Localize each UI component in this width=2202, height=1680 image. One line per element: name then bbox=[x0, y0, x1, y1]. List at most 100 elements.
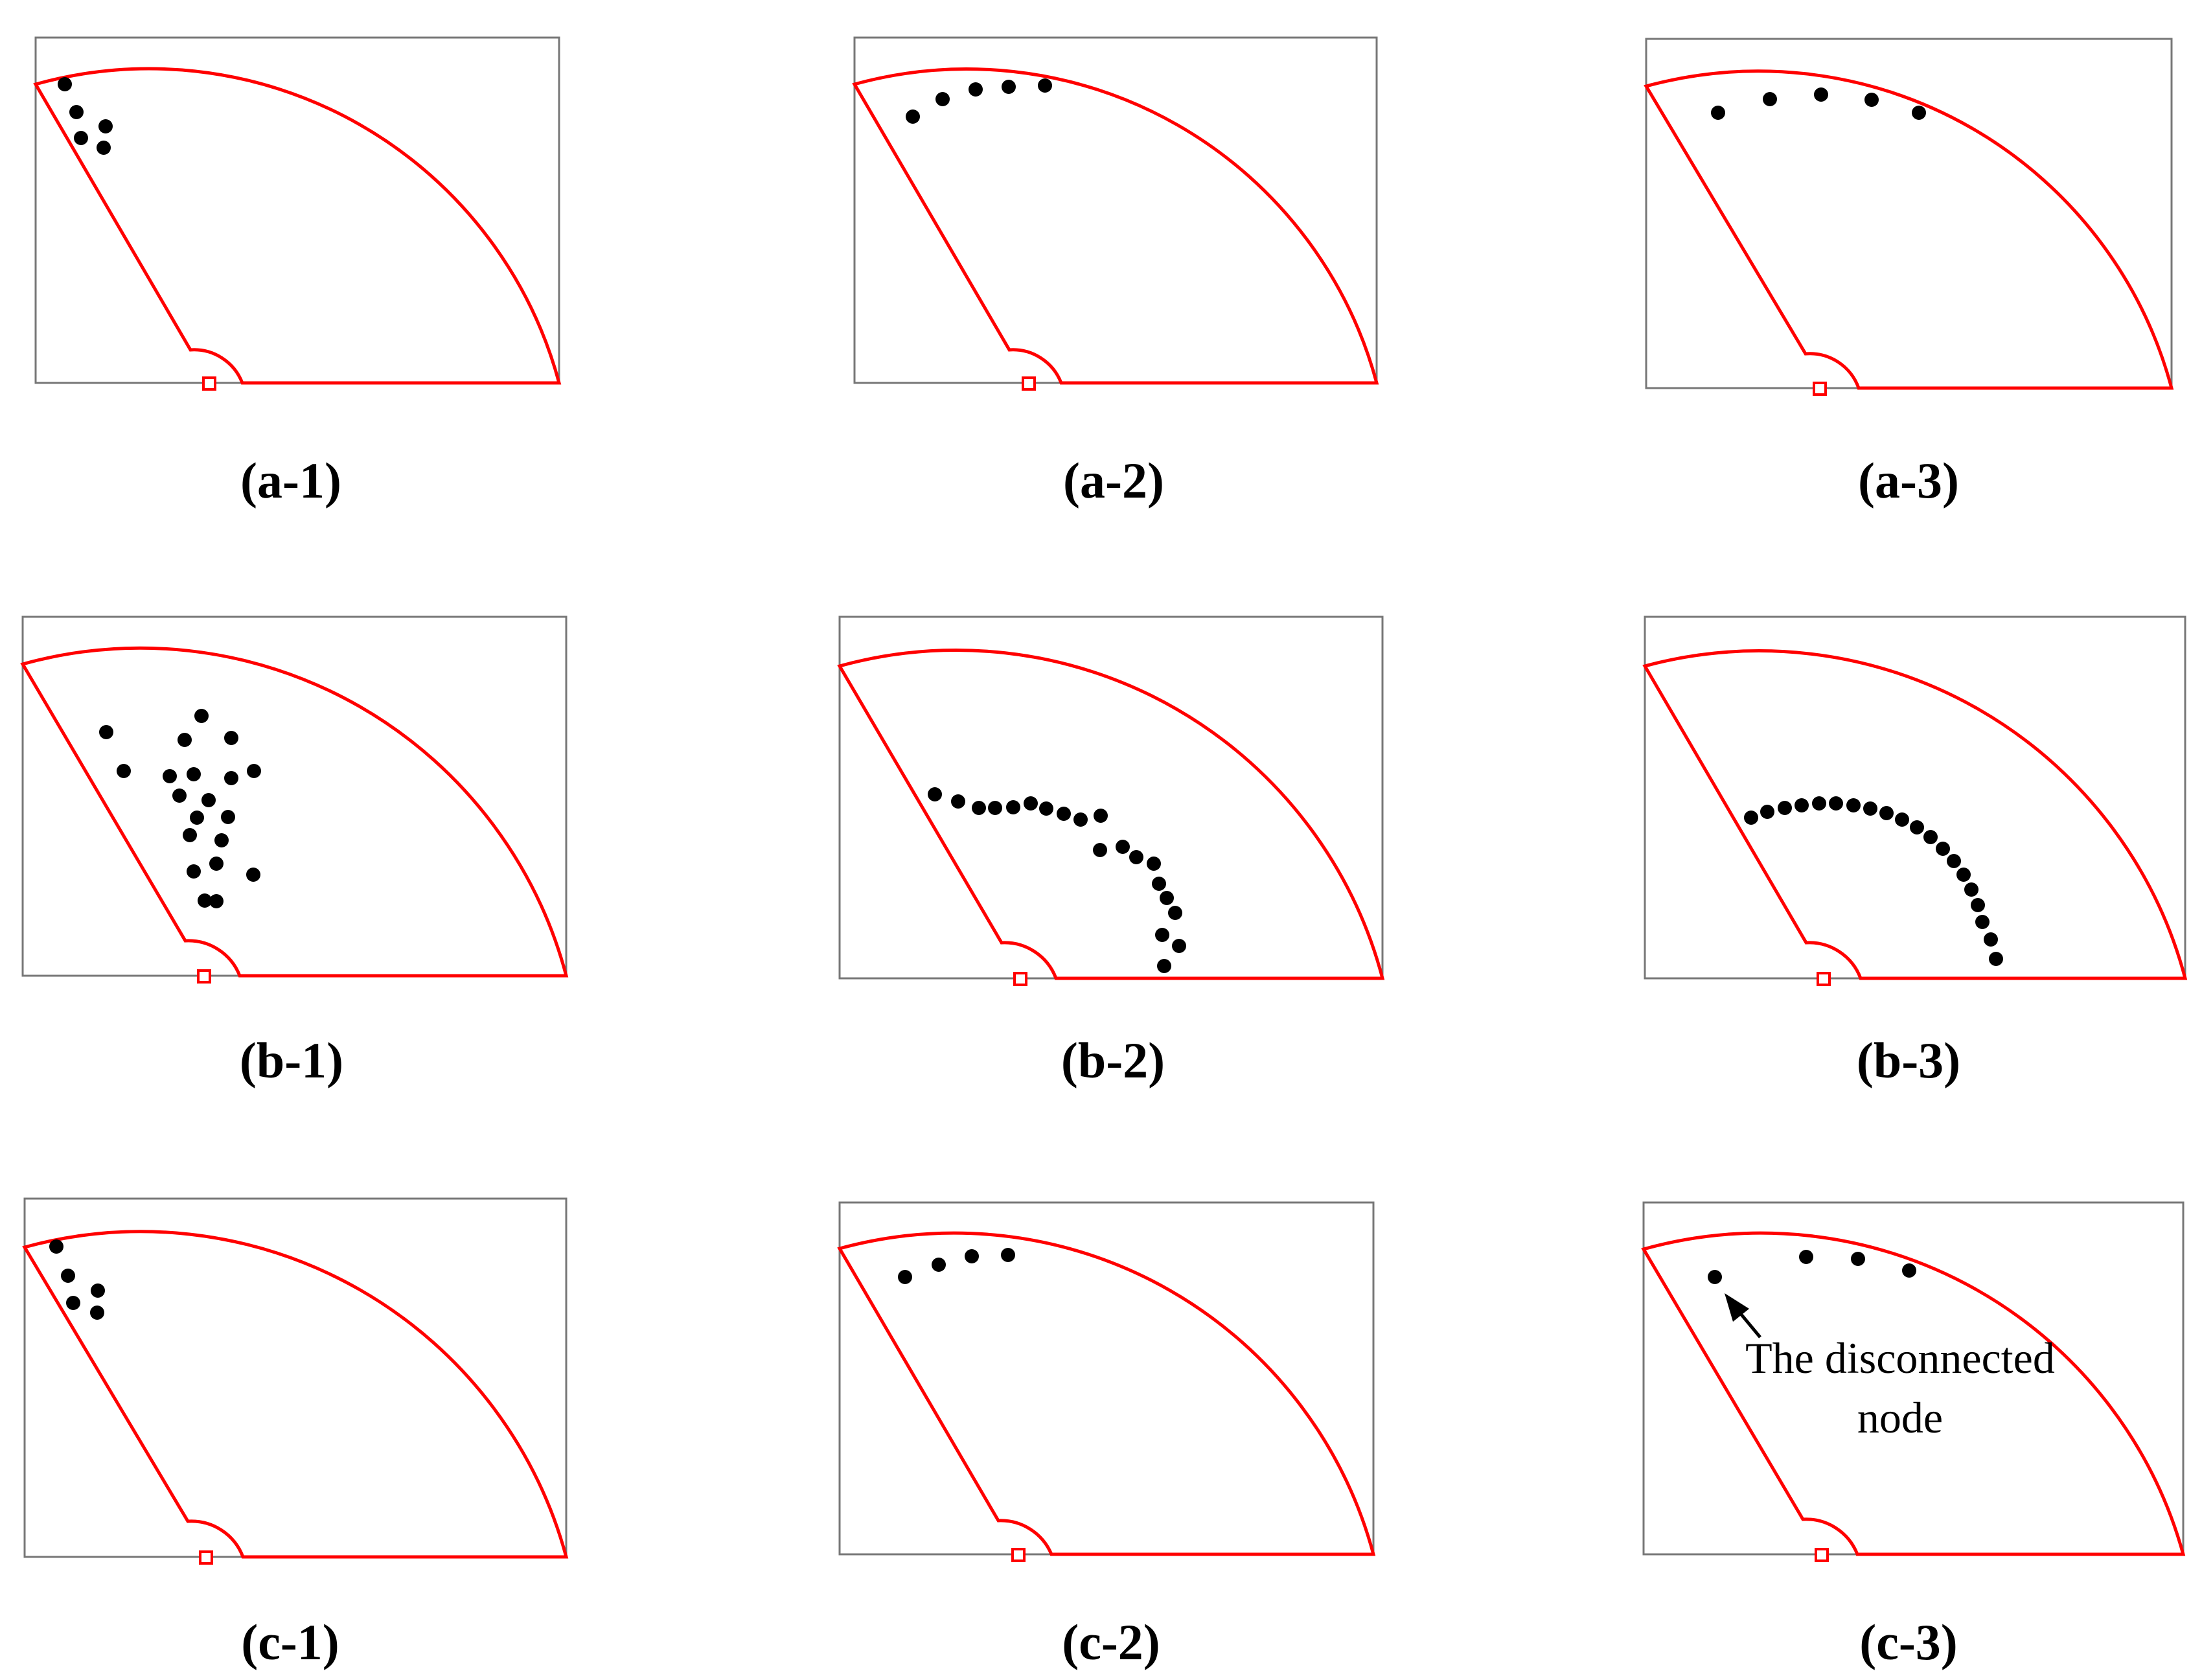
sensor-node bbox=[1147, 857, 1161, 871]
sensor-node bbox=[69, 105, 84, 119]
sensor-node bbox=[1984, 932, 1998, 947]
sensor-node bbox=[183, 828, 197, 842]
sensor-node bbox=[1795, 798, 1809, 812]
sensor-node bbox=[1879, 806, 1894, 820]
panel-frame bbox=[853, 36, 1378, 384]
sensor-node bbox=[1039, 801, 1053, 816]
node-group bbox=[58, 77, 113, 155]
sensor-node bbox=[1895, 812, 1909, 827]
sensor-node bbox=[74, 131, 88, 145]
sensor-node bbox=[209, 894, 224, 908]
panel-frame bbox=[1644, 616, 2186, 980]
sensor-node bbox=[90, 1306, 104, 1320]
sensor-node bbox=[932, 1258, 946, 1272]
apex-arc bbox=[998, 1519, 1053, 1555]
sensor-node bbox=[1168, 906, 1182, 920]
callout-text-line-2: node bbox=[1857, 1393, 1943, 1442]
sensor-node bbox=[1711, 106, 1725, 120]
sensor-node bbox=[246, 868, 260, 882]
sensor-node bbox=[1760, 805, 1774, 819]
sensor-node bbox=[1851, 1252, 1865, 1266]
sensor-node bbox=[1160, 891, 1174, 905]
sensor-node bbox=[1172, 939, 1186, 953]
panel-label: (b-1) bbox=[240, 1032, 343, 1088]
node-group bbox=[49, 1239, 105, 1320]
panel-label: (c-2) bbox=[1062, 1614, 1160, 1670]
apex-marker bbox=[1813, 382, 1827, 396]
sensor-node bbox=[1778, 801, 1792, 815]
sensor-node bbox=[1936, 842, 1950, 856]
sensor-node bbox=[1912, 106, 1926, 120]
sensor-node bbox=[1902, 1263, 1916, 1278]
sensor-node bbox=[1157, 959, 1171, 973]
apex-marker bbox=[1011, 1548, 1026, 1562]
apex-marker bbox=[1815, 1548, 1829, 1562]
fan-sector-outline bbox=[837, 649, 1385, 980]
sensor-node bbox=[198, 893, 212, 908]
callout-text-line-1: The disconnected bbox=[1745, 1333, 2055, 1383]
apex-marker bbox=[202, 376, 216, 391]
sensor-node bbox=[898, 1270, 912, 1284]
fan-sector-outline bbox=[1644, 69, 2174, 390]
panel-c-1: (c-1) bbox=[22, 1197, 569, 1670]
sensor-node bbox=[190, 811, 204, 825]
sensor-node bbox=[1829, 796, 1843, 811]
sensor-node bbox=[1038, 78, 1052, 93]
sensor-node bbox=[49, 1239, 63, 1254]
sensor-node bbox=[1129, 850, 1143, 864]
sensor-node bbox=[951, 794, 965, 809]
sensor-node bbox=[935, 92, 950, 106]
apex-arc bbox=[1805, 352, 1860, 389]
fan-sector-outline bbox=[20, 646, 569, 978]
sensor-node bbox=[1956, 868, 1971, 882]
sensor-node bbox=[1989, 952, 2003, 966]
sensor-node bbox=[214, 833, 229, 847]
sensor-node bbox=[187, 864, 201, 879]
sensor-node bbox=[972, 801, 986, 815]
apex-marker bbox=[197, 969, 211, 984]
sensor-node bbox=[1975, 915, 1990, 929]
sensor-node bbox=[1814, 87, 1828, 102]
apex-arc bbox=[190, 348, 244, 384]
sensor-node bbox=[1864, 93, 1879, 107]
callout-arrow-head-icon bbox=[1725, 1293, 1749, 1322]
panel-c-2: (c-2) bbox=[837, 1201, 1376, 1670]
panel-a-1: (a-1) bbox=[33, 36, 562, 509]
panel-frame bbox=[838, 616, 1384, 980]
panel-frame bbox=[23, 1197, 568, 1558]
callout-arrow-line bbox=[1737, 1309, 1761, 1339]
node-group bbox=[928, 787, 1186, 973]
sensor-node bbox=[99, 725, 113, 739]
sensor-node bbox=[1057, 807, 1071, 821]
node-group bbox=[906, 78, 1052, 124]
sensor-node bbox=[1863, 801, 1877, 816]
panel-label: (b-2) bbox=[1061, 1032, 1165, 1088]
panel-label: (c-1) bbox=[241, 1614, 339, 1670]
sensor-node bbox=[201, 793, 216, 807]
apex-marker bbox=[1022, 376, 1036, 391]
panel-label: (a-2) bbox=[1063, 452, 1164, 509]
apex-arc bbox=[1802, 1517, 1859, 1555]
sensor-node bbox=[163, 769, 177, 783]
panel-b-2: (b-2) bbox=[837, 616, 1385, 1088]
sensor-node bbox=[209, 857, 224, 871]
sensor-node bbox=[1846, 798, 1861, 812]
sensor-node bbox=[221, 810, 235, 824]
node-group bbox=[1708, 1250, 1916, 1284]
sensor-node bbox=[224, 731, 238, 745]
sensor-node bbox=[187, 767, 201, 781]
panel-frame bbox=[21, 616, 568, 977]
apex-arc bbox=[1806, 941, 1862, 979]
sensor-node bbox=[1024, 796, 1038, 811]
sensor-node bbox=[988, 801, 1002, 815]
sensor-node bbox=[1947, 854, 1961, 868]
apex-arc bbox=[185, 939, 241, 976]
sensor-node bbox=[1910, 820, 1924, 834]
panel-b-1: (b-1) bbox=[20, 616, 569, 1088]
disconnected-node bbox=[1708, 1270, 1722, 1284]
sensor-node bbox=[97, 141, 111, 155]
sensor-node bbox=[1812, 796, 1826, 811]
panel-frame bbox=[1645, 38, 2173, 389]
